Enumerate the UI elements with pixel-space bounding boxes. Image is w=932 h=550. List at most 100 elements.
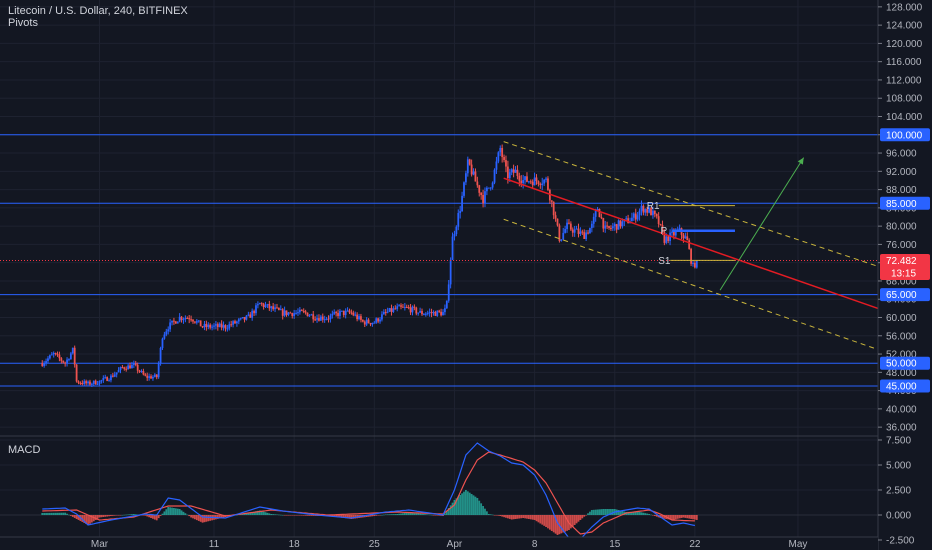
price-axis-label: 36.000 bbox=[886, 423, 917, 434]
candle-body bbox=[68, 359, 70, 361]
macd-histogram-bar bbox=[512, 515, 515, 520]
candle-body bbox=[161, 338, 164, 348]
candle-body bbox=[363, 321, 366, 325]
macd-histogram-bar bbox=[524, 515, 526, 519]
macd-histogram-bar bbox=[106, 515, 109, 517]
candle-body bbox=[64, 362, 67, 364]
candle-body bbox=[277, 307, 280, 310]
candle-body bbox=[285, 310, 288, 315]
price-axis-label: 116.000 bbox=[886, 57, 922, 68]
macd-histogram-bar bbox=[472, 495, 475, 515]
macd-histogram-bar bbox=[270, 514, 273, 515]
macd-histogram-bar bbox=[54, 512, 57, 515]
macd-histogram-bar bbox=[62, 512, 65, 515]
macd-histogram-bar bbox=[545, 515, 547, 527]
macd-histogram-bar bbox=[190, 515, 192, 518]
price-axis-label: 80.000 bbox=[886, 222, 917, 233]
macd-histogram-bar bbox=[41, 513, 44, 515]
candle-body bbox=[199, 320, 202, 327]
candle-body bbox=[440, 311, 442, 316]
target-arrow-line[interactable] bbox=[719, 157, 805, 291]
candle-body bbox=[543, 179, 546, 184]
price-axis-label: 48.000 bbox=[886, 368, 917, 379]
macd-histogram-bar bbox=[81, 515, 84, 522]
candle-body bbox=[192, 319, 194, 322]
macd-histogram-bar bbox=[581, 515, 584, 519]
candle-body bbox=[325, 318, 328, 320]
macd-histogram-bar bbox=[111, 515, 114, 516]
macd-histogram-bar bbox=[533, 515, 536, 520]
macd-histogram-bar bbox=[155, 515, 158, 521]
candle-body bbox=[247, 314, 250, 316]
target-arrow-head[interactable] bbox=[797, 157, 804, 165]
macd-line bbox=[42, 442, 696, 540]
macd-histogram-bar bbox=[148, 515, 151, 518]
macd-histogram-bar bbox=[516, 515, 519, 519]
candle-body bbox=[360, 316, 362, 320]
candle-body bbox=[45, 361, 47, 364]
macd-histogram-bar bbox=[260, 511, 263, 515]
level-price-tag bbox=[880, 196, 930, 210]
candle-body bbox=[566, 222, 568, 230]
candle-body bbox=[583, 232, 586, 239]
macd-histogram-bar bbox=[602, 509, 605, 515]
candle-body bbox=[674, 230, 677, 236]
level-price-tag bbox=[880, 379, 930, 393]
macd-histogram-bar bbox=[526, 515, 528, 519]
macd-histogram-bar bbox=[283, 515, 286, 516]
macd-histogram-bar bbox=[386, 514, 389, 515]
candle-body bbox=[270, 306, 273, 309]
macd-histogram-bar bbox=[476, 498, 479, 515]
horizontal-levels-layer[interactable] bbox=[0, 134, 878, 387]
macd-histogram-bar bbox=[108, 515, 110, 517]
macd-histogram-bar bbox=[522, 515, 525, 518]
candle-body bbox=[516, 169, 519, 176]
candle-body bbox=[190, 319, 192, 321]
macd-histogram-bar bbox=[430, 514, 433, 516]
candle-body bbox=[430, 312, 433, 314]
candle-body bbox=[520, 180, 523, 184]
macd-histogram-bar bbox=[413, 513, 416, 515]
macd-histogram-bar bbox=[485, 511, 488, 515]
candle-body bbox=[539, 184, 542, 186]
macd-histogram-bar bbox=[87, 515, 89, 525]
macd-axis-label: 0.000 bbox=[886, 511, 911, 522]
channel-lower-line[interactable] bbox=[503, 218, 932, 381]
candle-body bbox=[94, 380, 97, 385]
macd-histogram-bar bbox=[499, 515, 502, 516]
candle-body bbox=[535, 177, 538, 182]
candle-body bbox=[631, 217, 633, 222]
candle-body bbox=[650, 208, 652, 216]
macd-histogram-bar bbox=[550, 515, 553, 531]
candle-body bbox=[85, 381, 88, 384]
macd-histogram-bar bbox=[369, 515, 372, 517]
candle-body bbox=[255, 305, 257, 314]
candle-body bbox=[367, 319, 370, 324]
macd-histogram-bar bbox=[188, 515, 191, 517]
pivot-label-s1: S1 bbox=[658, 256, 671, 267]
macd-histogram-bar bbox=[293, 515, 296, 516]
macd-histogram-bar bbox=[554, 515, 557, 534]
time-axis-background bbox=[0, 537, 878, 550]
macd-histogram-bar bbox=[423, 514, 425, 515]
candle-body bbox=[575, 228, 578, 230]
candle-body bbox=[211, 326, 213, 328]
macd-histogram-bar bbox=[438, 515, 441, 516]
macd-histogram-bar bbox=[287, 515, 290, 516]
price-axis-label: 56.000 bbox=[886, 331, 917, 342]
macd-histogram-bar bbox=[585, 515, 588, 516]
level-price-tag bbox=[880, 128, 930, 142]
macd-histogram-bar bbox=[636, 511, 639, 515]
candle-body bbox=[373, 322, 376, 324]
macd-histogram-bar bbox=[548, 515, 551, 530]
macd-histogram-bar bbox=[377, 515, 380, 516]
candle-body bbox=[117, 370, 120, 373]
candle-body bbox=[652, 210, 654, 216]
candle-body bbox=[264, 305, 267, 308]
candle-body bbox=[587, 232, 589, 234]
candle-body bbox=[123, 367, 126, 369]
candle-body bbox=[608, 226, 610, 228]
candle-body bbox=[478, 185, 481, 193]
macd-histogram-bar bbox=[104, 515, 107, 517]
